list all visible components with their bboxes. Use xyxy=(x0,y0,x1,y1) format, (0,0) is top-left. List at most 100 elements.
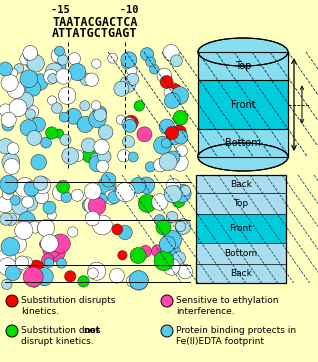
Circle shape xyxy=(171,154,188,171)
Circle shape xyxy=(88,262,106,280)
Circle shape xyxy=(118,150,130,162)
Circle shape xyxy=(44,258,54,268)
Circle shape xyxy=(24,183,36,194)
Circle shape xyxy=(127,65,137,76)
Circle shape xyxy=(88,268,98,278)
Circle shape xyxy=(52,103,62,114)
Circle shape xyxy=(62,147,79,164)
Circle shape xyxy=(23,46,38,60)
Circle shape xyxy=(12,199,28,215)
Circle shape xyxy=(39,275,49,285)
Circle shape xyxy=(169,84,181,96)
Circle shape xyxy=(1,74,18,92)
Circle shape xyxy=(164,93,180,109)
Circle shape xyxy=(93,215,112,235)
Circle shape xyxy=(56,69,71,84)
Circle shape xyxy=(154,158,167,172)
Circle shape xyxy=(80,119,92,131)
Circle shape xyxy=(122,136,135,148)
Circle shape xyxy=(89,110,106,128)
Circle shape xyxy=(163,230,182,249)
Text: Protein binding protects in: Protein binding protects in xyxy=(176,326,296,335)
Circle shape xyxy=(0,104,12,117)
Circle shape xyxy=(151,245,164,257)
Circle shape xyxy=(174,130,188,144)
Circle shape xyxy=(0,139,13,154)
Circle shape xyxy=(96,160,109,173)
Circle shape xyxy=(178,264,192,279)
Circle shape xyxy=(2,279,12,290)
Circle shape xyxy=(51,48,66,63)
Circle shape xyxy=(77,118,89,130)
Circle shape xyxy=(138,194,156,212)
Circle shape xyxy=(137,127,152,142)
Circle shape xyxy=(171,87,189,104)
Bar xyxy=(196,264,286,283)
Circle shape xyxy=(39,240,48,249)
Circle shape xyxy=(141,48,154,61)
Circle shape xyxy=(112,224,123,235)
Circle shape xyxy=(4,213,17,226)
Circle shape xyxy=(51,234,70,253)
Bar xyxy=(198,52,288,157)
Circle shape xyxy=(163,258,180,275)
Circle shape xyxy=(22,122,34,134)
Text: kinetics.: kinetics. xyxy=(21,307,59,316)
Circle shape xyxy=(25,54,40,69)
Circle shape xyxy=(43,201,56,214)
Circle shape xyxy=(6,295,18,307)
Circle shape xyxy=(134,101,144,111)
Circle shape xyxy=(127,275,139,287)
Text: Front: Front xyxy=(230,224,252,233)
Circle shape xyxy=(166,151,180,165)
Bar xyxy=(196,243,286,264)
Text: not: not xyxy=(83,326,100,335)
Circle shape xyxy=(149,64,159,74)
Circle shape xyxy=(61,192,72,203)
Circle shape xyxy=(55,46,65,56)
Circle shape xyxy=(172,252,186,265)
Circle shape xyxy=(156,220,171,235)
Circle shape xyxy=(169,245,180,257)
Circle shape xyxy=(52,184,69,201)
Circle shape xyxy=(1,237,20,256)
Circle shape xyxy=(0,213,12,225)
Text: Top: Top xyxy=(233,199,249,208)
Circle shape xyxy=(59,87,76,104)
Circle shape xyxy=(8,68,18,78)
Circle shape xyxy=(119,76,135,93)
Circle shape xyxy=(88,197,106,215)
Circle shape xyxy=(98,125,113,139)
Ellipse shape xyxy=(198,143,288,171)
Circle shape xyxy=(58,55,68,65)
Circle shape xyxy=(98,150,111,163)
Circle shape xyxy=(0,62,12,76)
Circle shape xyxy=(23,267,43,287)
Circle shape xyxy=(154,215,165,226)
Circle shape xyxy=(17,92,34,109)
Circle shape xyxy=(34,177,51,194)
Text: Front: Front xyxy=(231,100,255,109)
Circle shape xyxy=(47,211,57,220)
Circle shape xyxy=(146,57,156,67)
Circle shape xyxy=(161,138,171,148)
Circle shape xyxy=(10,195,20,205)
Circle shape xyxy=(92,59,101,68)
Text: Back: Back xyxy=(230,180,252,189)
Circle shape xyxy=(84,183,101,200)
Circle shape xyxy=(175,219,191,234)
Circle shape xyxy=(145,162,156,172)
Bar xyxy=(196,193,286,214)
Circle shape xyxy=(175,221,186,232)
Circle shape xyxy=(11,104,21,113)
Circle shape xyxy=(156,139,167,151)
Circle shape xyxy=(37,222,50,235)
Circle shape xyxy=(18,212,35,228)
Circle shape xyxy=(56,258,66,268)
Circle shape xyxy=(139,245,151,257)
Text: interference.: interference. xyxy=(176,307,235,316)
Circle shape xyxy=(161,244,171,255)
Circle shape xyxy=(44,70,59,84)
Circle shape xyxy=(123,115,138,130)
Circle shape xyxy=(129,271,148,290)
